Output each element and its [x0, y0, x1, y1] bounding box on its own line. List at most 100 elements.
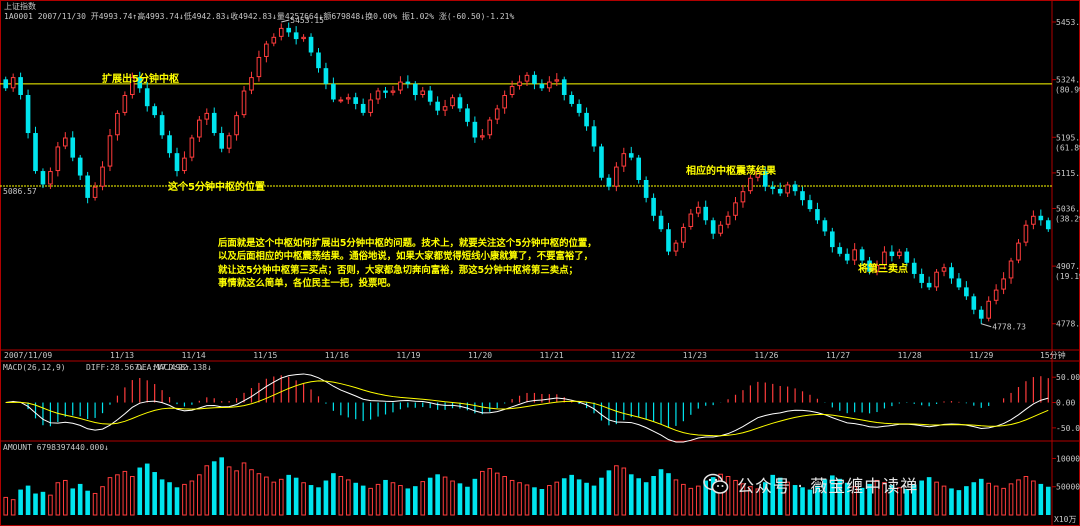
- amount-bar: [1001, 487, 1006, 516]
- amount-bar: [286, 474, 292, 515]
- candle-body: [1038, 215, 1044, 221]
- low-marker-line: [981, 323, 992, 328]
- candle-body: [621, 153, 627, 167]
- candle-body: [792, 184, 798, 192]
- amount-bar: [502, 476, 507, 516]
- candle-body: [986, 300, 992, 319]
- candle-body: [420, 90, 426, 95]
- candle-body: [502, 95, 507, 109]
- amount-bar: [666, 473, 671, 515]
- amount-bar: [964, 486, 969, 515]
- candle-body: [509, 86, 515, 96]
- candle-body: [904, 251, 910, 263]
- amount-bar: [822, 479, 828, 515]
- amount-bar: [576, 479, 582, 515]
- candle-body: [211, 112, 217, 134]
- date-label: 11/15: [253, 351, 277, 360]
- candle-body: [241, 90, 247, 116]
- amount-bar: [584, 482, 589, 515]
- candle-body: [554, 79, 560, 82]
- amount-bar: [800, 487, 805, 515]
- annotation-label: 将第三卖点: [858, 262, 908, 275]
- amount-bar: [472, 478, 478, 515]
- price-tick-label: 5324.3: [1056, 76, 1080, 85]
- candle-body: [301, 36, 306, 40]
- date-label: 11/23: [683, 351, 707, 360]
- amount-bar: [70, 488, 76, 515]
- candle-body: [107, 135, 113, 167]
- candle-body: [718, 224, 723, 234]
- amount-bar: [539, 489, 545, 515]
- candle-body: [10, 77, 16, 89]
- macd-dif-legend: DIFF:28.567↓: [86, 363, 144, 372]
- amount-bar: [10, 499, 16, 516]
- amount-bar: [383, 479, 388, 515]
- candle-body: [614, 166, 619, 187]
- candle-body: [762, 171, 768, 187]
- amount-bar: [25, 485, 31, 515]
- macd-tick-label: 0.00: [1056, 399, 1075, 408]
- chart-title: 上证指数: [4, 1, 36, 11]
- amount-bar: [316, 487, 321, 515]
- amount-bar: [480, 470, 485, 516]
- date-label: 11/20: [468, 351, 492, 360]
- amount-bar: [889, 485, 895, 515]
- candle-body: [115, 112, 120, 136]
- watermark-text: 公众号 · 薇宝缠中读禅: [737, 476, 919, 497]
- amount-bar: [420, 481, 426, 516]
- candle-body: [993, 289, 999, 301]
- amount-bar: [882, 482, 887, 516]
- candle-body: [412, 83, 418, 95]
- amount-bar: [755, 488, 761, 516]
- amount-bar: [18, 489, 23, 515]
- candle-body: [539, 83, 545, 89]
- amount-bar: [807, 489, 813, 515]
- candle-body: [331, 83, 336, 100]
- amount-bar: [100, 486, 105, 516]
- amount-bar: [815, 485, 820, 515]
- candle-body: [40, 171, 46, 185]
- watermark: 公众号 · 薇宝缠中读禅: [703, 466, 918, 502]
- amount-bar: [844, 482, 850, 515]
- candle-body: [25, 95, 31, 134]
- candle-body: [874, 265, 880, 272]
- candle-body: [144, 88, 150, 107]
- candle-body: [442, 106, 448, 111]
- candle-body: [733, 202, 738, 216]
- date-label: 11/19: [396, 351, 420, 360]
- amount-bar: [435, 474, 440, 515]
- amount-bar: [308, 485, 314, 515]
- candle-body: [561, 79, 567, 95]
- amount-bar: [167, 482, 172, 515]
- amount-bar: [599, 477, 604, 515]
- amount-bar: [204, 465, 210, 516]
- annotation-label: 这个5分钟中枢的位置: [168, 180, 265, 193]
- candle-body: [897, 251, 902, 257]
- amount-bar: [144, 463, 150, 515]
- amount-bar: [949, 488, 954, 515]
- candle-body: [889, 251, 895, 257]
- macd-value-legend: MACD:22.138↓: [154, 363, 212, 372]
- amount-bar: [412, 486, 418, 515]
- candle-body: [911, 262, 917, 274]
- commentary-line: 事情就这么简单，各位民主一把，投票吧。: [218, 278, 397, 290]
- amount-bar: [115, 474, 120, 516]
- candle-body: [606, 177, 612, 187]
- price-tick-label: 4907.5: [1056, 262, 1080, 271]
- amount-bar: [1016, 479, 1021, 516]
- candle-body: [308, 36, 314, 53]
- candle-body: [643, 180, 649, 198]
- candle-body: [807, 200, 813, 210]
- candle-body: [256, 56, 262, 78]
- amount-bar: [681, 483, 686, 516]
- amount-bar: [398, 485, 403, 516]
- high-marker: 5453.15: [290, 16, 324, 25]
- amount-bar: [971, 482, 977, 515]
- amount-bar: [353, 482, 359, 515]
- price-tick-label: 5195.5: [1056, 133, 1080, 142]
- candle-body: [487, 119, 493, 136]
- amount-bar: [926, 477, 932, 515]
- price-pct-label: (38.2%): [1055, 214, 1080, 223]
- amount-tick-label: 100000: [1056, 454, 1080, 463]
